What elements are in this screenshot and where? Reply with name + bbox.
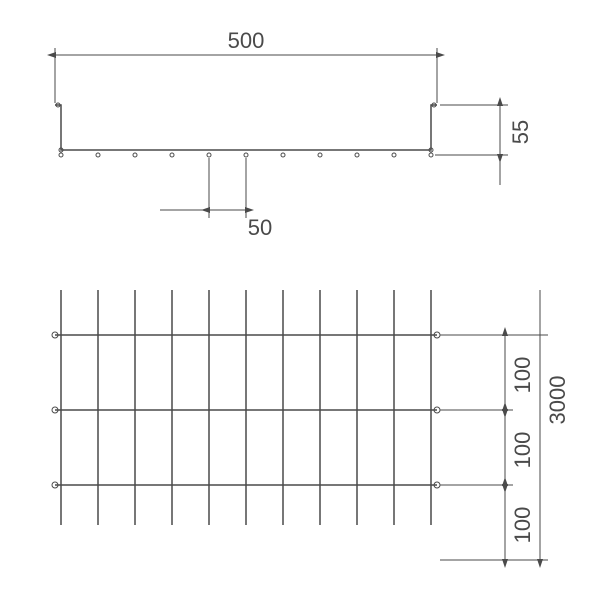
dim-500-label: 500 — [228, 28, 265, 53]
top-cross-section: 500 55 50 — [55, 28, 533, 240]
dim-55: 55 — [435, 105, 533, 185]
dim-100-upper-label: 100 — [510, 357, 535, 394]
top-wire-dots — [59, 153, 433, 157]
vertical-bars — [61, 290, 431, 525]
bottom-plan-view: 3000 100 100 100 — [52, 290, 570, 560]
dim-3000-label: 3000 — [545, 376, 570, 425]
dim-55-label: 55 — [508, 120, 533, 144]
dim-100-lower: 100 — [505, 485, 535, 560]
dim-100-mid: 100 — [505, 410, 535, 485]
dim-50: 50 — [160, 158, 272, 240]
dim-100-upper: 100 — [505, 335, 535, 410]
dim-500: 500 — [55, 28, 437, 103]
dim-3000: 3000 — [540, 290, 570, 560]
dim-100-lower-label: 100 — [510, 507, 535, 544]
dim-50-label: 50 — [248, 215, 272, 240]
dim-100-mid-label: 100 — [510, 432, 535, 469]
diagram-canvas: 500 55 50 — [0, 0, 600, 600]
